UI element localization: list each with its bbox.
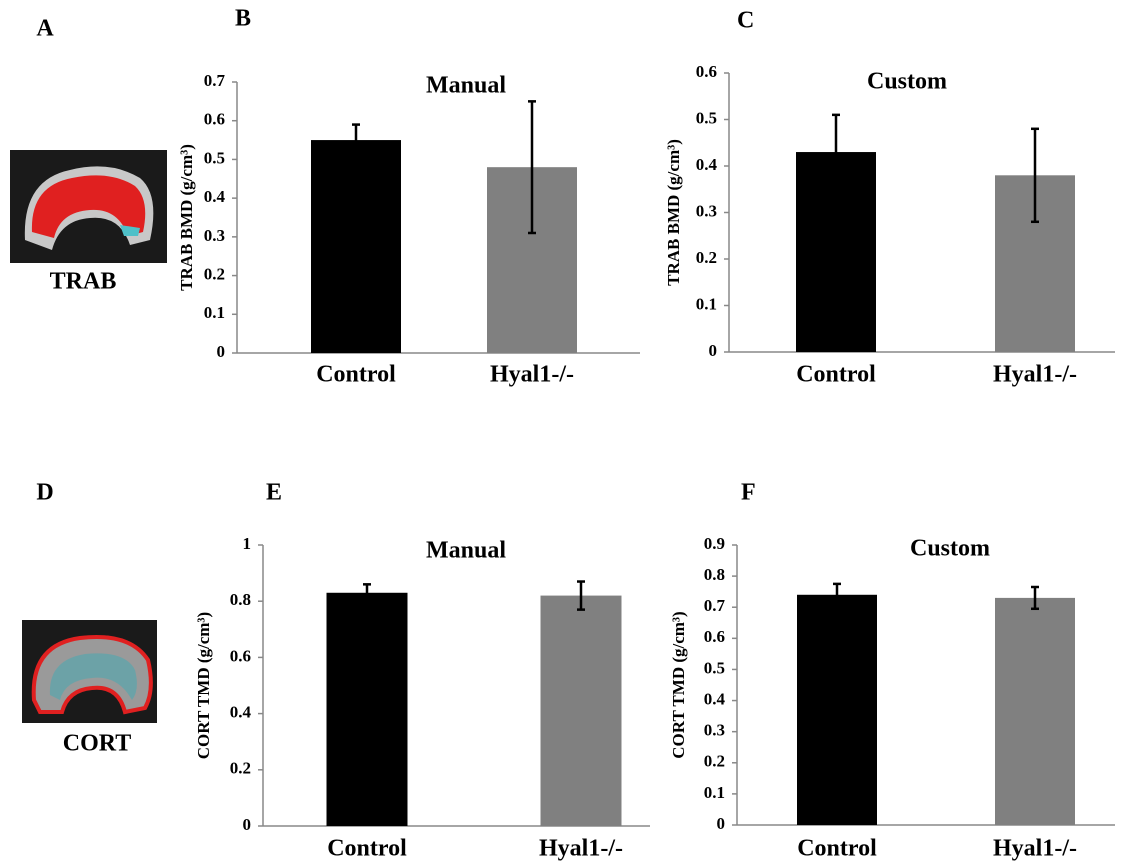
- panel-label: D: [36, 480, 53, 506]
- x-tick-label: Control: [316, 362, 396, 388]
- bar: [541, 596, 622, 826]
- bar: [311, 140, 401, 353]
- y-axis-label: TRAB BMD (g/cm³): [177, 144, 196, 291]
- y-tick-label: 1: [243, 534, 252, 553]
- y-tick-label: 0.1: [704, 783, 725, 802]
- y-tick-label: 0.2: [696, 248, 717, 267]
- cort-image: [22, 620, 157, 723]
- chart-title: Manual: [426, 538, 506, 564]
- x-tick-label: Control: [796, 362, 876, 388]
- bar: [995, 598, 1075, 825]
- bar: [327, 593, 408, 826]
- trab-image: [10, 150, 167, 263]
- panel-label: E: [266, 480, 282, 506]
- x-tick-label: Hyal1-/-: [993, 362, 1077, 388]
- y-tick-label: 0.2: [704, 752, 725, 771]
- y-tick-label: 0: [243, 815, 252, 834]
- y-tick-label: 0.9: [704, 534, 725, 553]
- y-tick-label: 0: [709, 341, 718, 360]
- y-tick-label: 0: [717, 814, 726, 833]
- y-tick-label: 0.5: [204, 148, 225, 167]
- y-tick-label: 0.2: [204, 264, 225, 283]
- y-tick-label: 0.7: [704, 596, 726, 615]
- y-tick-label: 0.1: [696, 294, 717, 313]
- chart-title: Custom: [910, 536, 990, 562]
- y-tick-label: 0.5: [696, 108, 717, 127]
- panel-label: B: [235, 6, 251, 32]
- image-caption: TRAB: [50, 269, 117, 295]
- y-tick-label: 0.4: [230, 703, 252, 722]
- y-axis-label: TRAB BMD (g/cm³): [664, 139, 683, 286]
- chart-title: Manual: [426, 73, 506, 99]
- x-tick-label: Hyal1-/-: [539, 836, 623, 862]
- y-tick-label: 0.6: [704, 627, 725, 646]
- y-tick-label: 0.3: [204, 226, 225, 245]
- y-tick-label: 0.7: [204, 71, 226, 90]
- y-tick-label: 0.6: [696, 62, 717, 81]
- y-axis-label: CORT TMD (g/cm³): [194, 612, 213, 759]
- y-tick-label: 0: [217, 342, 226, 361]
- y-tick-label: 0.6: [204, 110, 225, 129]
- y-tick-label: 0.1: [204, 303, 225, 322]
- y-tick-label: 0.6: [230, 646, 251, 665]
- y-tick-label: 0.3: [704, 721, 725, 740]
- image-caption: CORT: [63, 731, 132, 757]
- y-tick-label: 0.4: [696, 155, 718, 174]
- panel-label: C: [737, 8, 754, 34]
- y-tick-label: 0.8: [704, 565, 725, 584]
- panel-label: A: [36, 16, 54, 42]
- chart-title: Custom: [867, 69, 947, 95]
- bar: [797, 595, 877, 825]
- y-tick-label: 0.8: [230, 590, 251, 609]
- x-tick-label: Control: [797, 836, 877, 862]
- panel-label: F: [741, 480, 756, 506]
- y-tick-label: 0.3: [696, 201, 717, 220]
- y-tick-label: 0.2: [230, 759, 251, 778]
- x-tick-label: Hyal1-/-: [490, 362, 574, 388]
- figure: A TRAB D CORT B Manual TRAB BMD (g/cm³) 0 0.…: [0, 0, 1128, 865]
- y-tick-label: 0.4: [704, 689, 726, 708]
- y-axis-label: CORT TMD (g/cm³): [669, 611, 688, 758]
- x-tick-label: Hyal1-/-: [993, 836, 1077, 862]
- y-tick-label: 0.5: [704, 658, 725, 677]
- x-tick-label: Control: [327, 836, 407, 862]
- y-tick-label: 0.4: [204, 187, 226, 206]
